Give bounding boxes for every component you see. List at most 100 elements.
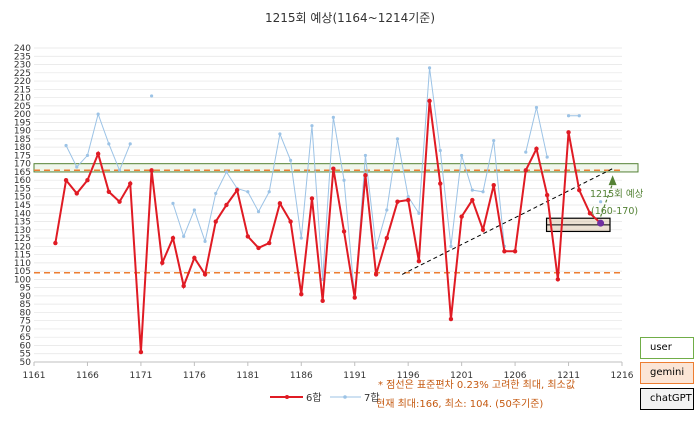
y-tick-label: 175: [14, 151, 31, 161]
series-6-point: [245, 234, 251, 239]
series-6-point: [170, 235, 176, 241]
y-tick-label: 80: [20, 308, 32, 318]
series-6-point: [341, 229, 347, 234]
series-7-point: [545, 155, 549, 159]
y-tick-label: 65: [20, 333, 31, 343]
forecast-range: (160-170): [591, 206, 638, 217]
series-6-point: [63, 178, 69, 183]
note-line-2: 현재 최대:166, 최소: 104. (50주기준): [376, 398, 543, 410]
x-tick-label: 1201: [450, 371, 473, 381]
series-7-point: [203, 239, 207, 243]
series-6-point: [202, 272, 208, 277]
x-tick-label: 1211: [557, 371, 580, 381]
x-tick-label: 1181: [236, 371, 259, 381]
y-tick-label: 100: [14, 275, 31, 285]
series-6-point: [192, 255, 197, 261]
legend-box-chatgpt: chatGPT: [640, 388, 694, 410]
series-7-point: [267, 190, 271, 194]
series-6-point: [117, 199, 122, 204]
y-axis: 5055606570758085909510010511011512012513…: [14, 44, 31, 368]
y-tick-label: 180: [14, 143, 31, 153]
series-6-point: [106, 189, 112, 194]
series-6-point: [128, 181, 133, 186]
series-6-point: [405, 197, 411, 203]
legend: 6합 7합: [270, 392, 380, 404]
series-7-point: [192, 208, 196, 212]
y-tick-label: 155: [14, 184, 31, 194]
legend-box-gemini-label: gemini: [650, 367, 685, 378]
y-tick-label: 95: [20, 284, 31, 294]
series-7-point: [427, 66, 432, 70]
latest-point-marker: [597, 219, 605, 227]
series-6-point: [544, 192, 550, 198]
series-7-point: [460, 153, 464, 158]
series-6-point: [288, 219, 293, 224]
x-tick-label: 1166: [76, 371, 99, 381]
y-tick-label: 185: [14, 135, 31, 145]
series-7-point: [577, 114, 581, 118]
y-tick-label: 160: [14, 176, 31, 186]
y-tick-label: 195: [14, 118, 31, 128]
series-6-point: [427, 98, 432, 104]
x-tick-label: 1191: [343, 371, 366, 381]
series-7-point: [406, 195, 410, 199]
series-7-point: [171, 201, 175, 205]
y-tick-label: 205: [14, 102, 31, 112]
series-7-point: [278, 132, 282, 136]
series-7-point: [246, 190, 250, 194]
series-6-point: [160, 260, 165, 266]
y-tick-label: 170: [14, 160, 31, 170]
series-7-point: [96, 112, 100, 116]
series-6-point: [95, 151, 101, 156]
series-6-point: [85, 178, 90, 183]
series-layer: [53, 66, 605, 355]
y-tick-label: 235: [14, 52, 31, 62]
y-tick-label: 50: [20, 358, 32, 368]
y-tick-label: 120: [14, 242, 31, 252]
forecast-arrow: [600, 183, 614, 217]
note-line-1: * 점선은 표준편차 0.23% 고려한 최대, 최소값: [378, 379, 575, 391]
series-6-point: [566, 130, 571, 135]
forecast-arrowhead: [608, 175, 617, 186]
y-tick-label: 70: [20, 325, 32, 335]
y-tick-label: 165: [14, 168, 31, 178]
series-6-point: [491, 182, 496, 188]
series-7-point: [331, 115, 335, 120]
y-tick-label: 240: [14, 44, 31, 54]
series-6-point: [53, 240, 58, 246]
series-6-point: [523, 168, 528, 173]
series-7-point: [342, 178, 346, 182]
series-7-point: [599, 200, 603, 204]
series-7-point: [374, 246, 378, 250]
x-tick-label: 1206: [504, 371, 527, 381]
series-6-point: [512, 249, 518, 254]
legend-label-6: 6합: [306, 392, 322, 404]
y-tick-label: 115: [14, 251, 31, 261]
series-7-line: [172, 67, 505, 298]
series-7-point: [417, 211, 421, 215]
legend-box-gemini: gemini: [640, 362, 694, 384]
y-tick-label: 140: [14, 209, 31, 219]
y-tick-label: 110: [14, 259, 31, 269]
series-7-point: [256, 210, 261, 214]
series-6-point: [448, 316, 454, 322]
forecast-label: 1215회 예상: [590, 189, 644, 200]
series-6-point: [438, 181, 443, 186]
legend-label-7: 7합: [364, 392, 380, 404]
y-tick-label: 90: [20, 292, 32, 302]
series-7-point: [299, 236, 303, 240]
x-tick-label: 1171: [129, 371, 152, 381]
series-6-line: [54, 100, 602, 353]
series-6-point: [459, 214, 464, 219]
series-7-point: [75, 165, 79, 169]
series-6-point: [502, 249, 507, 254]
series-7-point: [385, 208, 389, 212]
x-tick-label: 1176: [183, 371, 206, 381]
legend-marker-7: [343, 395, 347, 399]
x-axis: 1161 1166 1171 1176 1181 1186 1191 1196 1201 1206…: [23, 362, 634, 381]
series-6-point: [534, 146, 539, 152]
series-7-point: [128, 142, 132, 146]
y-tick-label: 130: [14, 226, 31, 236]
series-7-point: [395, 137, 400, 141]
series-7-point: [288, 158, 293, 162]
